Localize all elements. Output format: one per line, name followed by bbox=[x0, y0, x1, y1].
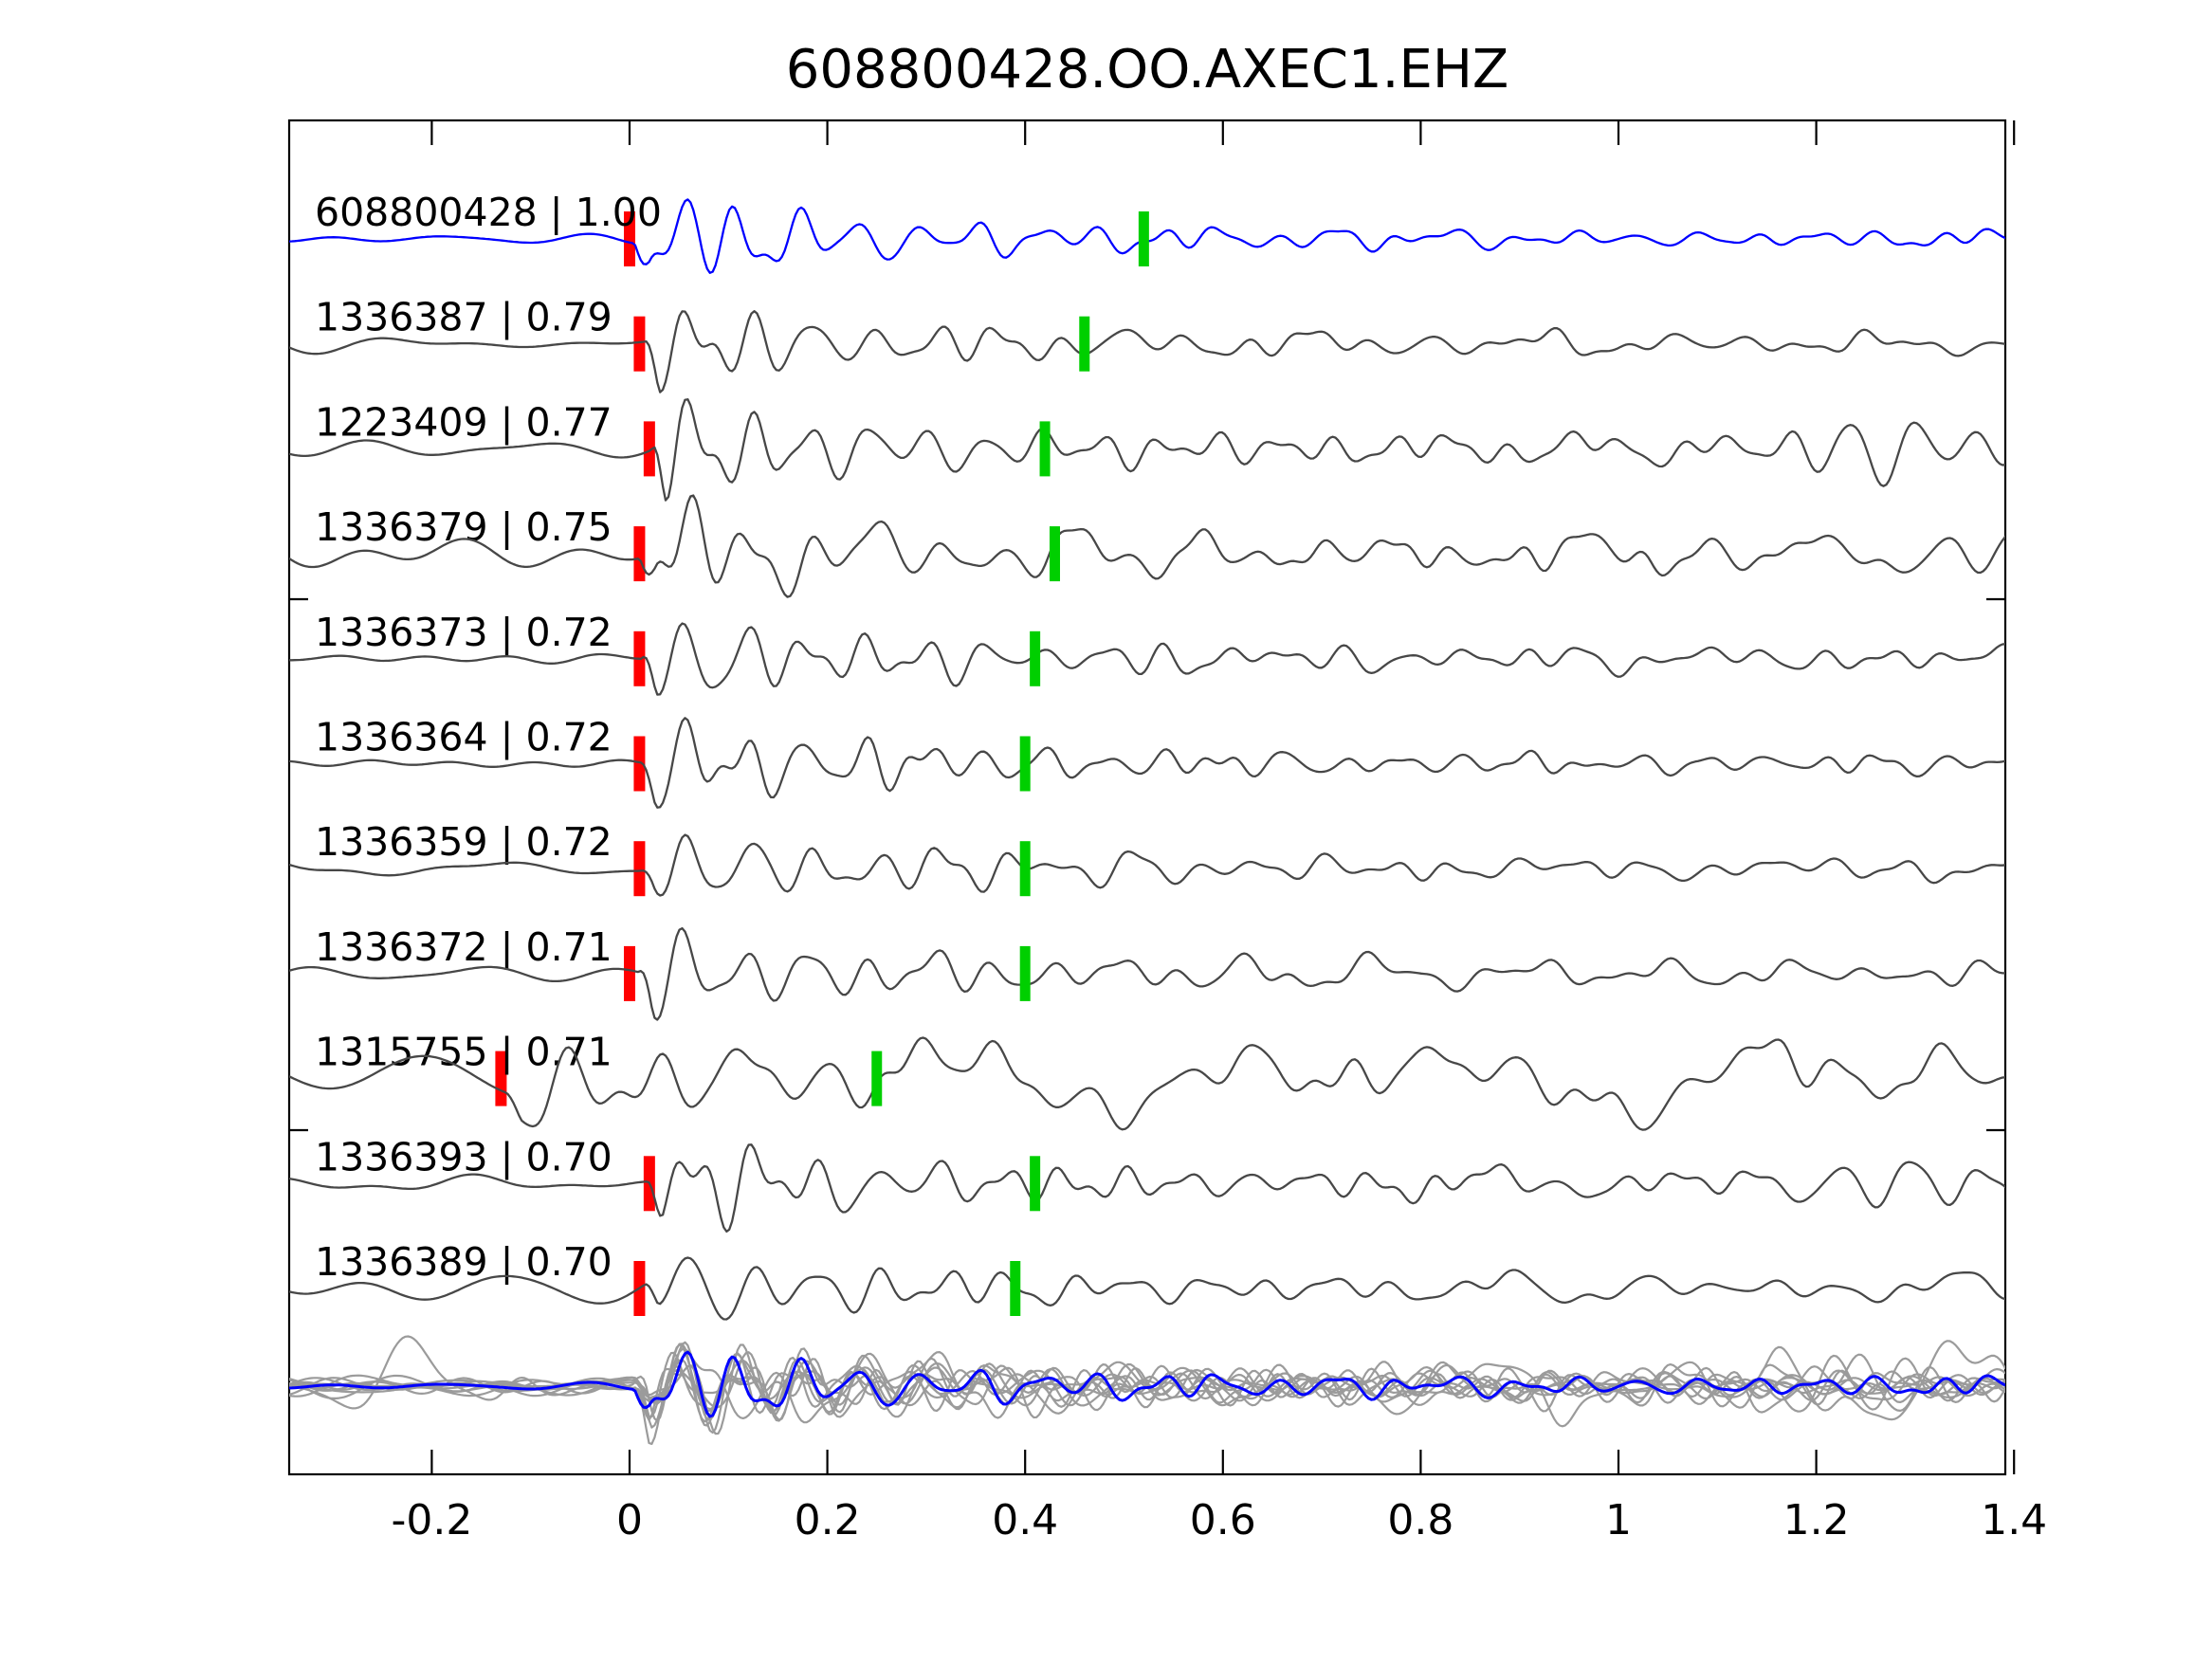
trace-label: 1336373 | 0.72 bbox=[315, 610, 612, 655]
plot-content: -0.2 0 0.2 0.4 0.6 0.8 1 1.2 1.4 608800428 | 1.00… bbox=[287, 119, 2047, 1544]
member-waveform bbox=[289, 398, 2005, 502]
x-tick-label: 1.2 bbox=[1783, 1496, 1850, 1544]
x-tick-label: 0 bbox=[616, 1496, 643, 1544]
pick-marker-red bbox=[633, 736, 646, 792]
x-tick-label: 0.8 bbox=[1387, 1496, 1453, 1544]
member-waveform bbox=[289, 622, 2005, 696]
member-waveform bbox=[289, 717, 2005, 809]
window-marker-green bbox=[871, 1051, 883, 1106]
trace-label: 1223409 | 0.77 bbox=[315, 399, 612, 445]
window-marker-green bbox=[1039, 421, 1051, 477]
member-waveform bbox=[289, 310, 2005, 393]
member-waveform bbox=[289, 1256, 2005, 1321]
pick-marker-red bbox=[624, 211, 635, 266]
trace-label: 1336389 | 0.70 bbox=[315, 1239, 612, 1285]
stack-reference-waveform bbox=[289, 1350, 2005, 1418]
window-marker-green bbox=[1019, 841, 1031, 897]
x-tick-label: -0.2 bbox=[391, 1496, 472, 1544]
x-tick-label: 1.4 bbox=[1981, 1496, 2047, 1544]
window-marker-green bbox=[1138, 211, 1149, 266]
x-tick-label: 0.2 bbox=[795, 1496, 861, 1544]
trace-label: 1336393 | 0.70 bbox=[315, 1134, 612, 1179]
trace-label: 1315755 | 0.71 bbox=[315, 1030, 612, 1075]
x-tick-label: 0.4 bbox=[992, 1496, 1058, 1544]
window-marker-green bbox=[1030, 1156, 1041, 1212]
x-tick-label: 0.6 bbox=[1190, 1496, 1256, 1544]
pick-marker-red bbox=[643, 421, 655, 477]
window-marker-green bbox=[1010, 1261, 1021, 1316]
member-waveform bbox=[289, 833, 2005, 897]
window-marker-green bbox=[1030, 630, 1041, 686]
trace-label: 608800428 | 1.00 bbox=[315, 190, 662, 235]
pick-marker-red bbox=[624, 945, 635, 1001]
member-waveform bbox=[289, 926, 2005, 1021]
member-waveform bbox=[289, 1036, 2005, 1131]
waveforms-group bbox=[289, 198, 2005, 1445]
window-marker-green bbox=[1049, 526, 1060, 582]
trace-label: 1336379 | 0.75 bbox=[315, 504, 612, 550]
axes-box bbox=[287, 119, 2007, 1476]
window-marker-green bbox=[1019, 945, 1031, 1001]
trace-label: 1336364 | 0.72 bbox=[315, 715, 612, 760]
pick-marker-red bbox=[633, 526, 646, 582]
member-waveform bbox=[289, 1143, 2005, 1234]
trace-label: 1336387 | 0.79 bbox=[315, 295, 612, 340]
plot-title: 608800428.OO.AXEC1.EHZ bbox=[786, 39, 1509, 101]
window-marker-green bbox=[1079, 316, 1090, 372]
trace-label: 1336359 | 0.72 bbox=[315, 819, 612, 865]
window-marker-green bbox=[1019, 736, 1031, 792]
member-waveform bbox=[289, 494, 2005, 598]
trace-label: 1336372 | 0.71 bbox=[315, 924, 612, 970]
pick-marker-red bbox=[633, 841, 646, 897]
x-tick-label: 1 bbox=[1605, 1496, 1632, 1544]
pick-marker-red bbox=[633, 316, 646, 372]
